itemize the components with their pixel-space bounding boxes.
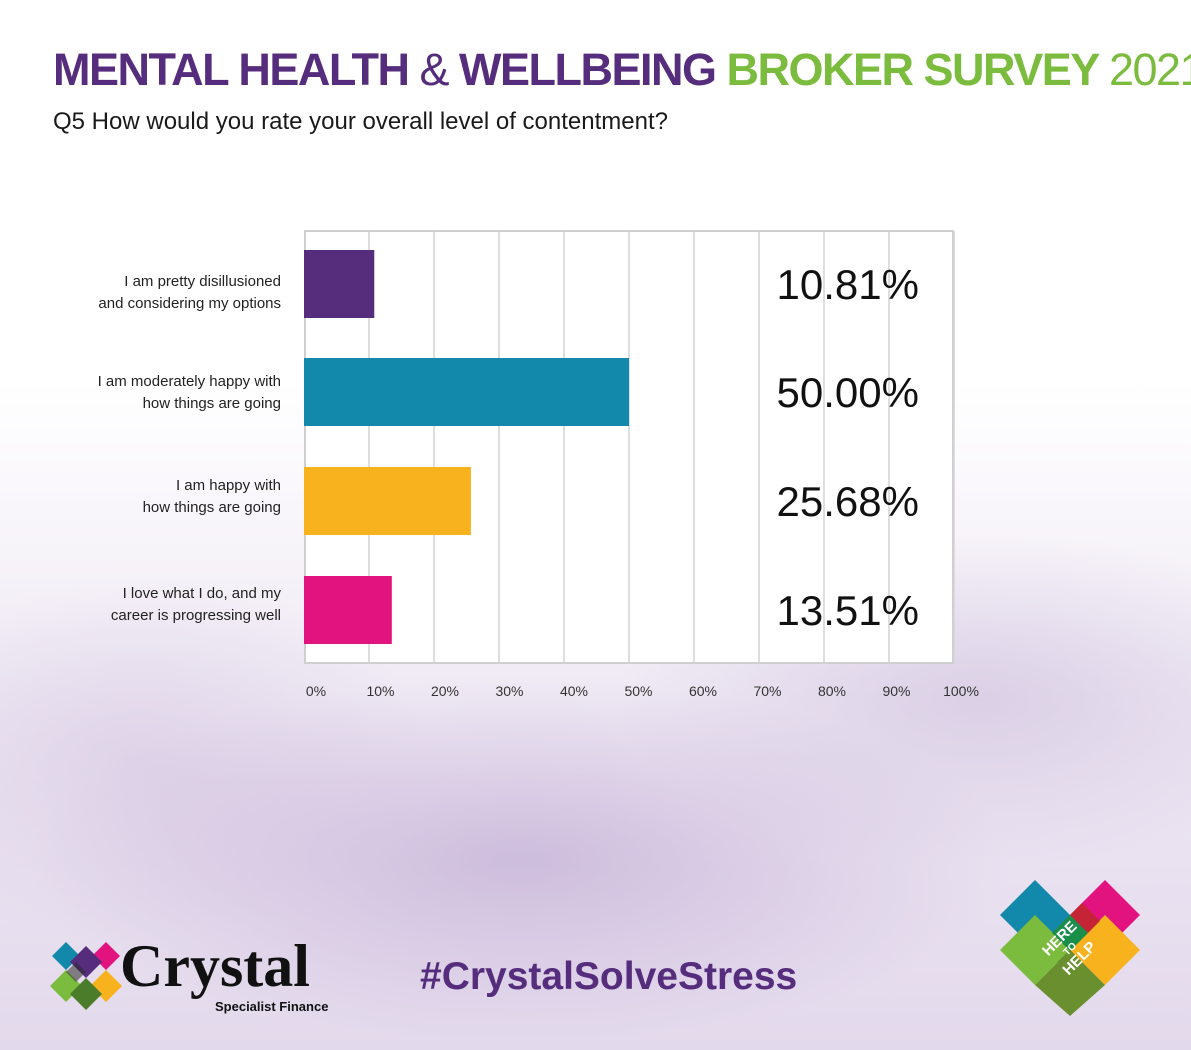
crystal-logo-icon [50, 942, 122, 1010]
bar-value-label: 13.51% [777, 587, 919, 634]
x-tick-label: 100% [943, 683, 979, 699]
category-label-line: how things are going [142, 395, 281, 412]
x-tick-label: 10% [366, 683, 394, 699]
here-to-help-badge: HERE TO HELP [1000, 880, 1140, 1016]
category-label-line: how things are going [142, 499, 281, 516]
category-label-line: I am pretty disillusioned [124, 273, 281, 290]
brand-name: Crystal [120, 933, 310, 999]
bar [304, 250, 375, 318]
category-label-line: I am happy with [175, 477, 281, 494]
category-label: I am moderately happy with how things are… [21, 371, 281, 415]
brand-tagline: Specialist Finance [215, 999, 329, 1014]
bar [304, 358, 629, 426]
x-tick-label: 0% [306, 683, 326, 699]
title-ampersand: & [419, 44, 449, 95]
title-part-broker-survey: BROKER SURVEY [726, 44, 1100, 95]
x-tick-label: 70% [753, 683, 781, 699]
category-label-line: I love what I do, and my [122, 585, 281, 602]
bar-value-label: 50.00% [777, 369, 919, 416]
x-tick-label: 50% [624, 683, 652, 699]
page-title: MENTAL HEALTH & WELLBEING BROKER SURVEY … [53, 44, 1191, 96]
bar-value-label: 25.68% [777, 478, 919, 525]
bar [304, 467, 471, 535]
category-label-line: career is progressing well [110, 607, 281, 624]
bar-value-label: 10.81% [777, 261, 919, 308]
x-tick-label: 40% [560, 683, 588, 699]
title-part-wellbeing: WELLBEING [459, 44, 717, 95]
x-tick-label: 90% [882, 683, 910, 699]
title-part-mental-health: MENTAL HEALTH [53, 44, 410, 95]
campaign-hashtag: #CrystalSolveStress [420, 955, 798, 998]
category-label: I am happy with how things are going [21, 475, 281, 519]
x-tick-label: 30% [495, 683, 523, 699]
category-label: I love what I do, and my career is progre… [21, 583, 281, 627]
category-label: I am pretty disillusioned and considering… [21, 271, 281, 315]
title-year: 2021 [1108, 44, 1191, 95]
survey-question: Q5 How would you rate your overall level… [53, 108, 668, 135]
x-tick-label: 20% [431, 683, 459, 699]
x-tick-label: 60% [689, 683, 717, 699]
x-tick-label: 80% [818, 683, 846, 699]
bar [304, 576, 392, 644]
category-label-line: and considering my options [98, 295, 281, 312]
category-label-line: I am moderately happy with [97, 373, 281, 390]
